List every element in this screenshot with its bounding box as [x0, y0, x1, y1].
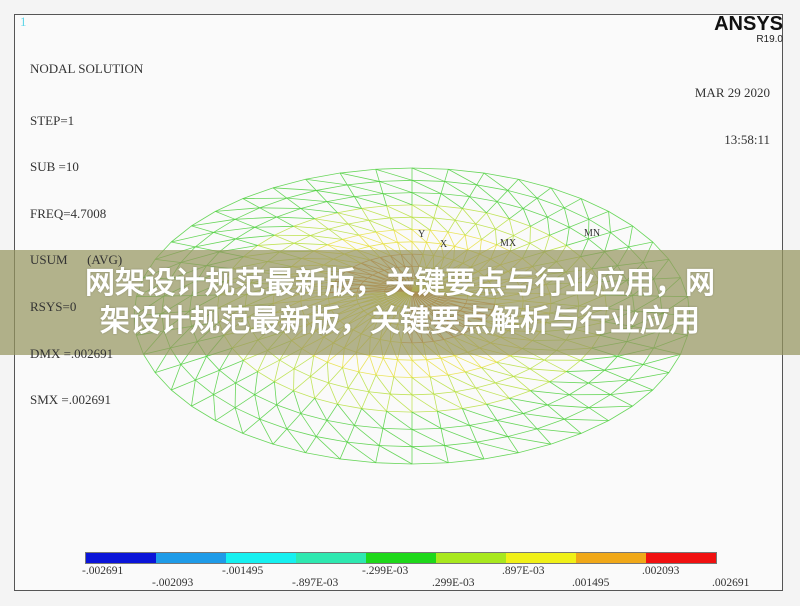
ansys-logo: ANSYS R19.0 — [714, 14, 783, 45]
info-line: SMX =.002691 — [30, 392, 112, 408]
legend-swatch — [296, 553, 366, 563]
legend-label: .002093 — [642, 565, 680, 577]
info-line: DMX =.002691 — [30, 345, 114, 361]
date: MAR 29 2020 — [694, 85, 770, 100]
legend-label: -.897E-03 — [292, 577, 339, 589]
window-number: 1 — [20, 14, 27, 29]
legend-label: .002691 — [712, 577, 750, 589]
info-line: USUM (AVG) — [30, 252, 123, 268]
legend-swatch — [436, 553, 506, 563]
legend-label: -.002093 — [152, 577, 194, 589]
logo-name: ANSYS — [714, 13, 783, 35]
time: 13:58:11 — [724, 131, 770, 147]
info-line: FREQ=4.7008 — [30, 205, 107, 221]
timestamp: MAR 29 2020 13:58:11 — [695, 54, 770, 163]
info-line: RSYS=0 — [30, 298, 77, 314]
info-line: SUB =10 — [30, 159, 79, 175]
contour-legend — [85, 552, 717, 564]
legend-swatch — [506, 553, 576, 563]
info-line: STEP=1 — [30, 112, 75, 128]
legend-label: .001495 — [572, 577, 610, 589]
legend-swatch — [366, 553, 436, 563]
legend-label: -.001495 — [222, 565, 264, 577]
legend-swatch — [86, 553, 156, 563]
legend-label: .299E-03 — [432, 577, 475, 589]
legend-swatch — [226, 553, 296, 563]
legend-swatch — [646, 553, 716, 563]
legend-swatch — [156, 553, 226, 563]
overlay-line-1: 网架设计规范最新版，关键要点与行业应用，网 — [85, 265, 715, 301]
solution-info: NODAL SOLUTION STEP=1 SUB =10 FREQ=4.700… — [30, 30, 143, 423]
legend-swatch — [576, 553, 646, 563]
logo-version: R19.0 — [756, 34, 783, 45]
solution-title: NODAL SOLUTION — [30, 61, 144, 76]
overlay-line-2: 架设计规范最新版，关键要点解析与行业应用 — [100, 303, 700, 339]
legend-label: -.299E-03 — [362, 565, 409, 577]
legend-label: -.002691 — [82, 565, 124, 577]
legend-label: .897E-03 — [502, 565, 545, 577]
